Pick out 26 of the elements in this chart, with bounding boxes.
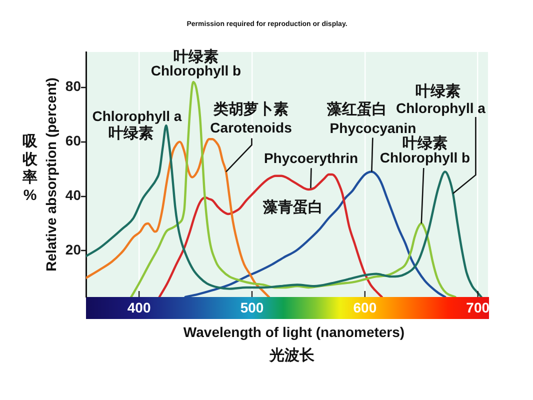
text: 吸收率% [22, 133, 38, 205]
annotation: Chlorophyll a [92, 108, 182, 124]
x-axis-title: Wavelength of light (nanometers) [183, 324, 405, 340]
annotation: 类胡萝卜素 [212, 101, 288, 118]
y-tick-label: 80 [65, 78, 82, 94]
x-tick-label: 600 [353, 299, 377, 316]
line-series [86, 124, 482, 297]
annotation: 藻红蛋白 [326, 101, 387, 118]
annotation: Chlorophyll a [396, 100, 486, 116]
annotation: 藻青蛋白 [262, 199, 324, 216]
x-tick-label: 700 [466, 299, 490, 316]
y-axis-title: Relative absorption (percent) [42, 78, 59, 272]
annotation: Phycocyanin [330, 120, 416, 136]
annotation: Carotenoids [210, 119, 292, 136]
line-series [184, 170, 446, 297]
annotation: 叶绿素 [108, 125, 154, 142]
y-tick-label: 60 [65, 132, 82, 149]
annotation: Phycoerythrin [264, 150, 358, 166]
y-tick-label: 20 [65, 242, 82, 258]
text: 光波长 [268, 347, 316, 364]
annotation: 叶绿素 [416, 83, 460, 100]
x-tick-label: 500 [240, 299, 264, 316]
y-tick-label: 40 [65, 187, 82, 204]
annotation: 叶绿素 [174, 48, 219, 66]
line-series [158, 173, 383, 297]
x-tick-label: 400 [127, 299, 151, 316]
